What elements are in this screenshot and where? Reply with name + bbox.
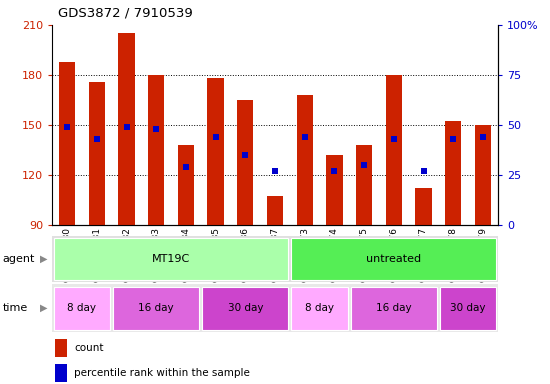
Bar: [356, 145, 372, 225]
Bar: [237, 100, 254, 225]
Bar: [148, 75, 164, 225]
Bar: [89, 81, 105, 225]
Bar: [475, 125, 491, 225]
Text: 16 day: 16 day: [139, 303, 174, 313]
Bar: [296, 95, 313, 225]
Text: 8 day: 8 day: [305, 303, 334, 313]
Bar: [292, 238, 496, 280]
Text: 16 day: 16 day: [376, 303, 411, 313]
Bar: [326, 155, 343, 225]
Bar: [351, 286, 437, 330]
Bar: [59, 61, 75, 225]
Text: 30 day: 30 day: [450, 303, 486, 313]
Text: ▶: ▶: [40, 303, 48, 313]
Bar: [267, 196, 283, 225]
Bar: [118, 33, 135, 225]
Text: untreated: untreated: [366, 254, 421, 264]
Text: count: count: [74, 343, 104, 353]
Bar: [54, 286, 110, 330]
Bar: [178, 145, 194, 225]
Bar: [440, 286, 496, 330]
Bar: [207, 78, 224, 225]
Bar: [55, 364, 67, 382]
Bar: [54, 238, 288, 280]
Text: 8 day: 8 day: [68, 303, 96, 313]
Text: agent: agent: [3, 254, 35, 264]
Text: GDS3872 / 7910539: GDS3872 / 7910539: [58, 6, 192, 19]
Bar: [202, 286, 288, 330]
Text: ▶: ▶: [40, 254, 48, 264]
Text: time: time: [3, 303, 28, 313]
Bar: [445, 121, 461, 225]
Bar: [55, 339, 67, 356]
Text: MT19C: MT19C: [152, 254, 190, 264]
Bar: [415, 188, 432, 225]
Bar: [386, 75, 402, 225]
Bar: [113, 286, 199, 330]
Text: percentile rank within the sample: percentile rank within the sample: [74, 367, 250, 377]
Text: 30 day: 30 day: [228, 303, 263, 313]
Bar: [292, 286, 348, 330]
